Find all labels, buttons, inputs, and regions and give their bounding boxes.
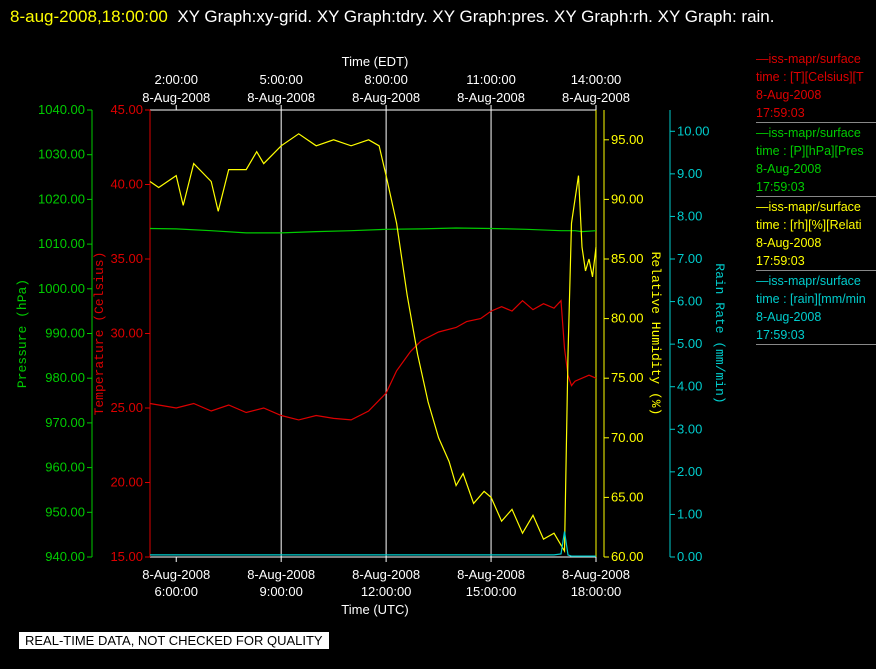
x-top-tick-time: 5:00:00 [259, 72, 302, 87]
humidity-tick-label: 60.00 [611, 549, 644, 564]
humidity-tick-label: 85.00 [611, 251, 644, 266]
temperature-tick-label: 40.00 [110, 177, 143, 192]
temperature-tick-label: 30.00 [110, 326, 143, 341]
legend-line1: —iss-mapr/surface [756, 52, 861, 66]
humidity-axis-label: Relative Humidity (%) [648, 252, 663, 416]
x-top-tick-time: 14:00:00 [571, 72, 622, 87]
pressure-tick-label: 1020.00 [38, 191, 85, 206]
graph-list-label: XY Graph:xy-grid. XY Graph:tdry. XY Grap… [177, 7, 775, 26]
legend-date: 8-Aug-2008 [756, 310, 822, 324]
pressure-tick-label: 1010.00 [38, 236, 85, 251]
rain-tick-label: 1.00 [677, 506, 702, 521]
rain-tick-label: 3.00 [677, 421, 702, 436]
x-bottom-tick-time: 15:00:00 [466, 584, 517, 599]
legend-line1: —iss-mapr/surface [756, 274, 861, 288]
pressure-tick-label: 1000.00 [38, 281, 85, 296]
legend-line2: time : [rain][mm/min [756, 292, 866, 306]
pressure-tick-label: 1030.00 [38, 147, 85, 162]
x-bottom-tick-date: 8-Aug-2008 [562, 567, 630, 582]
rain-tick-label: 8.00 [677, 208, 702, 223]
rain-tick-label: 0.00 [677, 549, 702, 564]
temperature-series-line [149, 299, 597, 421]
page-title: 8-aug-2008,18:00:00 XY Graph:xy-grid. XY… [10, 2, 860, 31]
humidity-tick-label: 95.00 [611, 132, 644, 147]
legend-time: 17:59:03 [756, 180, 805, 194]
pressure-tick-label: 960.00 [45, 460, 85, 475]
rain-tick-label: 6.00 [677, 294, 702, 309]
temperature-tick-label: 15.00 [110, 549, 143, 564]
legend-time: 17:59:03 [756, 106, 805, 120]
rain-tick-label: 5.00 [677, 336, 702, 351]
legend-entry-temperature: —iss-mapr/surface time : [T][Celsius][T … [756, 50, 876, 123]
rain-tick-label: 2.00 [677, 464, 702, 479]
pressure-tick-label: 990.00 [45, 326, 85, 341]
pressure-axis-label: Pressure (hPa) [15, 279, 30, 388]
legend-time: 17:59:03 [756, 254, 805, 268]
legend-line1: —iss-mapr/surface [756, 200, 861, 214]
pressure-tick-label: 950.00 [45, 504, 85, 519]
temperature-axis-label: Temperature (Celsius) [92, 252, 107, 416]
temperature-tick-label: 20.00 [110, 475, 143, 490]
x-top-tick-time: 8:00:00 [364, 72, 407, 87]
quality-warning-banner: REAL-TIME DATA, NOT CHECKED FOR QUALITY [19, 632, 329, 649]
rain-tick-label: 7.00 [677, 251, 702, 266]
legend-line2: time : [P][hPa][Pres [756, 144, 864, 158]
humidity-tick-label: 90.00 [611, 191, 644, 206]
legend-date: 8-Aug-2008 [756, 162, 822, 176]
pressure-tick-label: 1040.00 [38, 102, 85, 117]
pressure-series-line [149, 227, 597, 234]
legend-date: 8-Aug-2008 [756, 236, 822, 250]
pressure-tick-label: 970.00 [45, 415, 85, 430]
x-top-tick-time: 2:00:00 [155, 72, 198, 87]
x-bottom-tick-time: 9:00:00 [259, 584, 302, 599]
x-top-tick-date: 8-Aug-2008 [142, 90, 210, 105]
legend-time: 17:59:03 [756, 328, 805, 342]
legend-line2: time : [rh][%][Relati [756, 218, 862, 232]
legend-entry-humidity: —iss-mapr/surface time : [rh][%][Relati … [756, 198, 876, 271]
x-bottom-tick-time: 18:00:00 [571, 584, 622, 599]
x-bottom-tick-time: 12:00:00 [361, 584, 412, 599]
humidity-tick-label: 65.00 [611, 489, 644, 504]
rain-tick-label: 9.00 [677, 166, 702, 181]
x-bottom-tick-date: 8-Aug-2008 [457, 567, 525, 582]
x-bottom-tick-time: 6:00:00 [155, 584, 198, 599]
x-top-tick-date: 8-Aug-2008 [247, 90, 315, 105]
rain-series-line [150, 531, 596, 557]
x-top-tick-date: 8-Aug-2008 [457, 90, 525, 105]
x-bottom-tick-date: 8-Aug-2008 [247, 567, 315, 582]
timestamp-label: 8-aug-2008,18:00:00 [10, 7, 168, 26]
x-top-tick-date: 8-Aug-2008 [352, 90, 420, 105]
x-top-tick-date: 8-Aug-2008 [562, 90, 630, 105]
legend-line1: —iss-mapr/surface [756, 126, 861, 140]
rain-tick-label: 4.00 [677, 379, 702, 394]
pressure-tick-label: 940.00 [45, 549, 85, 564]
humidity-series-line [149, 133, 597, 554]
legend-entry-rain: —iss-mapr/surface time : [rain][mm/min 8… [756, 272, 876, 345]
x-bottom-tick-date: 8-Aug-2008 [142, 567, 210, 582]
rain-tick-label: 10.00 [677, 123, 710, 138]
temperature-tick-label: 45.00 [110, 102, 143, 117]
legend-entry-pressure: —iss-mapr/surface time : [P][hPa][Pres 8… [756, 124, 876, 197]
humidity-tick-label: 70.00 [611, 430, 644, 445]
x-bottom-tick-date: 8-Aug-2008 [352, 567, 420, 582]
x-bottom-axis-label: Time (UTC) [341, 602, 408, 617]
pressure-tick-label: 980.00 [45, 370, 85, 385]
legend-line2: time : [T][Celsius][T [756, 70, 864, 84]
rain-axis-label: Rain Rate (mm/min) [712, 263, 727, 403]
legend: —iss-mapr/surface time : [T][Celsius][T … [756, 50, 876, 346]
legend-date: 8-Aug-2008 [756, 88, 822, 102]
humidity-tick-label: 80.00 [611, 311, 644, 326]
temperature-tick-label: 35.00 [110, 251, 143, 266]
x-top-tick-time: 11:00:00 [466, 72, 516, 87]
temperature-tick-label: 25.00 [110, 400, 143, 415]
x-top-axis-label: Time (EDT) [342, 54, 409, 69]
humidity-tick-label: 75.00 [611, 370, 644, 385]
